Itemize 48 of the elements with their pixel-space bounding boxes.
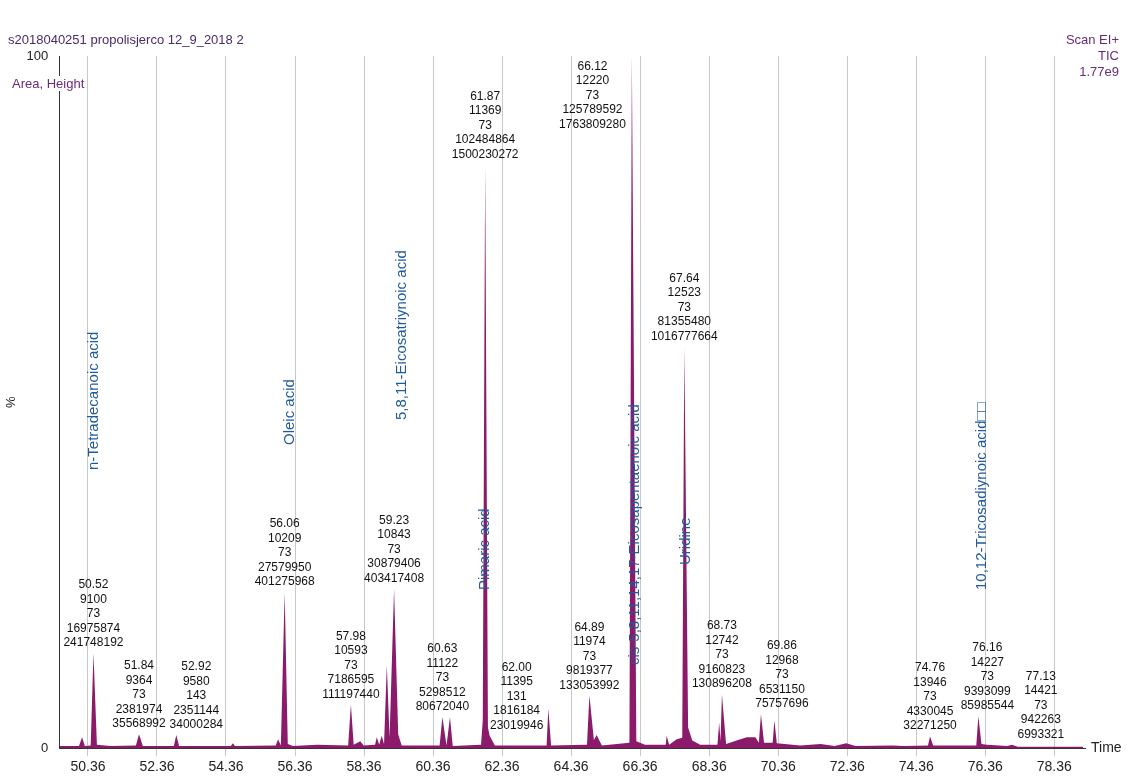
x-tick-label: 62.36 xyxy=(484,758,520,775)
x-tick-label: 74.36 xyxy=(898,758,934,775)
annotation: 10,12-Tricosadiynoic acid□□ xyxy=(972,402,990,590)
annotation: 50.52 9100 73 16975874 241748192 xyxy=(63,577,124,650)
x-tick-label: 78.36 xyxy=(1036,758,1073,775)
x-tick-label: 66.36 xyxy=(622,758,658,775)
annotation: 59.23 10843 73 30879406 403417408 xyxy=(364,512,425,585)
x-tick-label: 52.36 xyxy=(139,758,175,775)
annotation: 67.64 12523 73 81355480 1016777664 xyxy=(650,270,718,343)
y-tick-label: 0 xyxy=(41,739,49,755)
annotation: 57.98 10593 73 7186595 111197440 xyxy=(322,628,380,701)
x-tick-label: 64.36 xyxy=(553,758,589,775)
annotation: 66.12 12220 73 125789592 1763809280 xyxy=(559,58,627,131)
annotation: 69.86 12968 73 6531150 75757696 xyxy=(755,638,809,711)
annotation: cis-5,8,11,14,17-Eicosapentaenoic acid xyxy=(625,404,643,665)
x-tick-label: 58.36 xyxy=(346,758,382,775)
x-tick-label: 56.36 xyxy=(277,758,313,775)
text: Area, Height xyxy=(10,76,87,91)
annotation: 77.13 14421 73 942263 6993321 xyxy=(1017,668,1065,741)
annotation: 76.16 14227 73 9393099 85985544 xyxy=(960,640,1015,713)
x-axis-title: Time xyxy=(1091,739,1122,756)
annotation: 68.73 12742 73 9160823 130896208 xyxy=(691,618,753,691)
annotation: 62.00 11395 131 1816184 23019946 xyxy=(489,659,544,732)
text: TIC xyxy=(1097,48,1119,64)
annotation: Uridine xyxy=(676,517,694,565)
chart-title: s2018040251 propolisjerco 12_9_2018 2 xyxy=(8,32,244,47)
x-tick-label: 72.36 xyxy=(829,758,865,775)
x-tick-label: 60.36 xyxy=(415,758,451,775)
annotation: 60.63 11122 73 5298512 80672040 xyxy=(415,641,470,714)
x-tick-label: 68.36 xyxy=(691,758,727,775)
annotation: 64.89 11974 73 9819377 133053992 xyxy=(559,619,620,692)
y-tick-label: 100 xyxy=(26,47,49,63)
annotation: 74.76 13946 73 4330045 32271250 xyxy=(903,660,958,733)
text: Scan EI+ xyxy=(1065,32,1119,48)
x-tick-label: 76.36 xyxy=(967,758,1003,775)
annotation: 51.84 9364 73 2381974 35568992 xyxy=(112,658,167,731)
annotation: 1.77e9 xyxy=(1078,64,1119,80)
x-tick-label: 70.36 xyxy=(760,758,796,775)
annotation: 61.87 11369 73 102484864 1500230272 xyxy=(451,88,519,161)
x-tick-label: 54.36 xyxy=(208,758,244,775)
annotation: n-Tetradecanoic acid xyxy=(84,331,102,470)
x-tick-label: 50.36 xyxy=(70,758,106,775)
annotation: Pimaric acid xyxy=(475,508,493,590)
annotation: 56.06 10209 73 27579950 401275968 xyxy=(254,516,316,589)
y-axis-title: % xyxy=(3,395,19,408)
annotation: Oleic acid xyxy=(280,379,298,445)
annotation: 5,8,11-Eicosatriynoic acid xyxy=(392,250,410,420)
annotation: 52.92 9580 143 2351144 34000284 xyxy=(169,659,224,732)
